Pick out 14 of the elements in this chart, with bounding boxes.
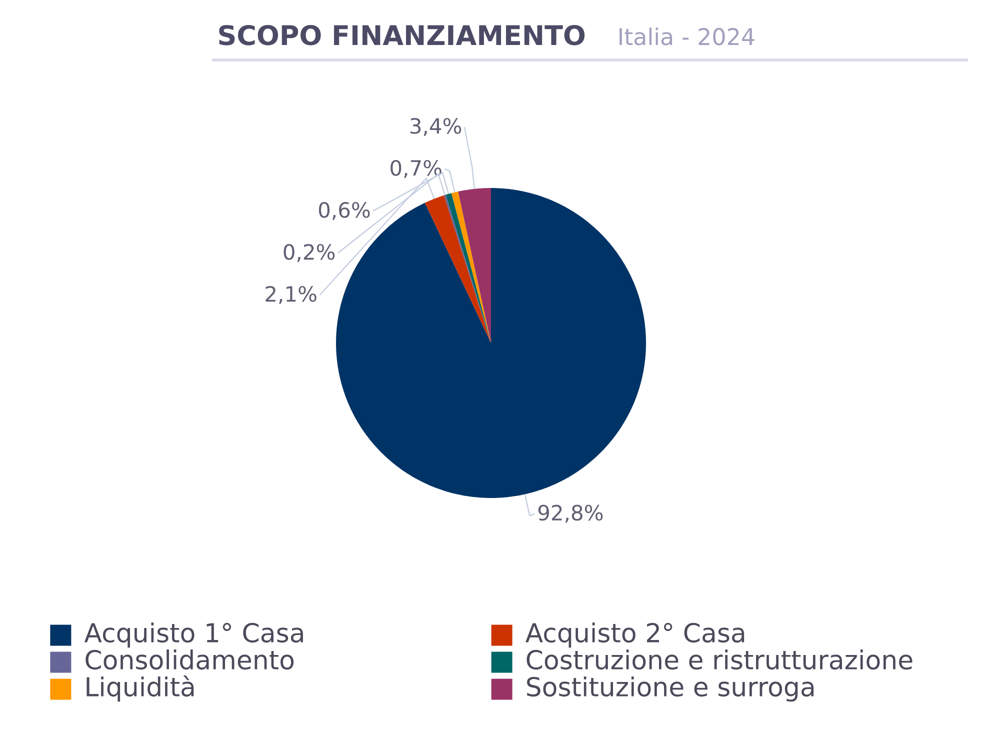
legend-label: Consolidamento [86,649,294,670]
data-label: 0,6% [318,202,370,220]
data-label: 3,4% [410,118,462,136]
legend-label: Liquidità [86,675,194,702]
data-label: 92,8% [538,504,603,523]
legend-label: Costruzione e ristrutturazione [526,649,912,670]
data-label: 2,1% [266,286,316,304]
data-label: 0,7% [390,160,442,178]
chart-subtitle: Italia - 2024 [620,28,754,46]
legend-label: Acquisto 1° Casa [84,622,303,648]
chart-title: SCOPO FINANZIAMENTO [219,24,585,46]
legend-label: Sostituzione e surroga [527,676,814,702]
data-label: 0,2% [284,244,335,262]
legend-label: Acquisto 2° Casa [526,622,744,648]
